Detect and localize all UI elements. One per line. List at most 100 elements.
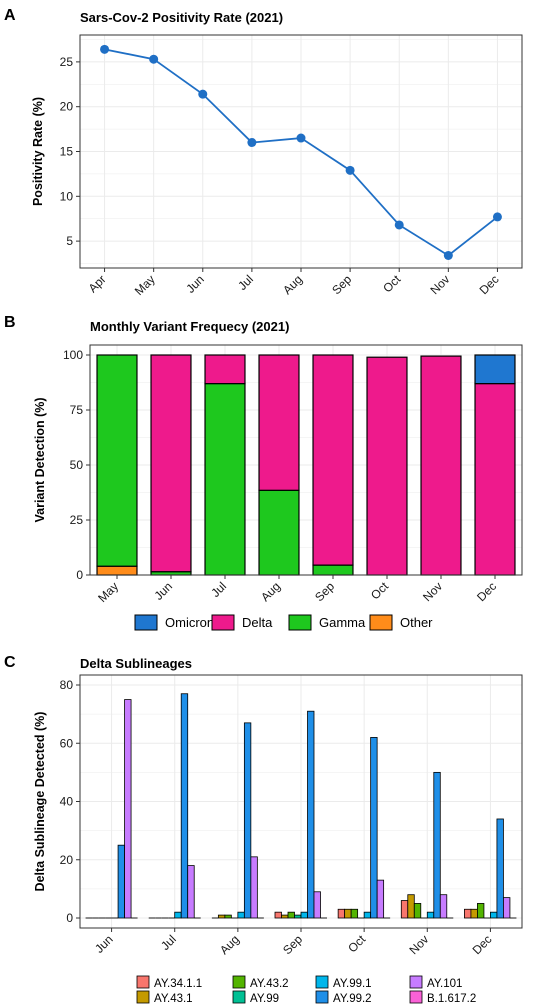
x-tick-label: Aug xyxy=(280,272,305,297)
bar-ay-101-oct xyxy=(376,879,385,919)
data-point-nov xyxy=(443,250,453,260)
bar-ay-99-2-aug xyxy=(243,722,252,919)
legend-label-ay-99-1: AY.99.1 xyxy=(333,978,372,990)
bar-ay-43-2-nov xyxy=(413,903,422,919)
y-tick-label: 50 xyxy=(70,458,84,472)
x-tick-label: Sep xyxy=(312,579,337,604)
y-tick-label: 80 xyxy=(60,678,74,692)
bar-ay-43-1-sep xyxy=(281,914,289,919)
y-tick-label: 25 xyxy=(60,55,74,69)
legend-label-gamma: Gamma xyxy=(319,615,366,630)
bar-delta-aug xyxy=(258,354,300,491)
x-tick-label: Nov xyxy=(420,579,445,604)
x-tick-label: Sep xyxy=(280,932,305,957)
bar-delta-jun xyxy=(150,354,192,573)
legend-key-ay-99-2 xyxy=(315,990,329,1004)
bar-ay-43-1-nov xyxy=(407,894,415,919)
y-tick-label: 5 xyxy=(66,234,73,248)
bar-ay-99-2-oct xyxy=(370,737,378,919)
y-tick-label: 100 xyxy=(63,348,83,362)
legend: Omicron Delta Gamma Other xyxy=(134,614,433,631)
panel-b: B Monthly Variant Frequecy (2021) 0 25 50 75 1… xyxy=(4,314,523,631)
bar-ay-34-1-1-nov xyxy=(400,900,409,919)
y-tick-label: 60 xyxy=(60,736,74,750)
legend-label-ay-43-1: AY.43.1 xyxy=(154,993,193,1005)
bar-ay-43-1-oct xyxy=(344,908,352,919)
data-point-dec xyxy=(492,212,502,222)
bar-ay-99-sep xyxy=(294,914,302,919)
bar-ay-101-aug xyxy=(250,856,258,919)
x-tick-label: Aug xyxy=(217,932,242,957)
chart-title: Delta Sublineages xyxy=(80,656,192,671)
x-tick-label: Nov xyxy=(427,272,452,297)
legend-key-ay-99-1 xyxy=(315,975,329,989)
plot-border xyxy=(89,344,523,576)
x-tick-label: Jun xyxy=(152,579,176,603)
legend-label-ay-99: AY.99 xyxy=(250,993,279,1005)
x-tick-label: Jun xyxy=(92,932,116,956)
bar-ay-99-1-aug xyxy=(237,911,245,919)
y-tick-label: 25 xyxy=(70,513,84,527)
legend-key-ay-43-1 xyxy=(136,990,150,1004)
x-tick-label: Jul xyxy=(158,932,179,953)
chart-title: Monthly Variant Frequecy (2021) xyxy=(90,319,289,334)
bar-ay-101-jul xyxy=(187,865,195,919)
bar-ay-43-1-dec xyxy=(470,908,478,919)
bar-omicron-dec xyxy=(474,354,516,385)
bar-ay-99-1-nov xyxy=(426,911,435,919)
x-tick-label: Dec xyxy=(470,932,495,957)
x-tick-label: Dec xyxy=(477,272,502,297)
y-tick-label: 15 xyxy=(60,145,74,159)
y-tick-label: 40 xyxy=(60,795,74,809)
data-point-oct xyxy=(394,220,404,230)
legend-label-b-1-617-2: B.1.617.2 xyxy=(427,993,476,1005)
x-tick-label: Jun xyxy=(183,272,207,296)
bar-ay-99-1-sep xyxy=(300,911,308,919)
x-tick-label: May xyxy=(95,579,121,605)
bar-gamma-sep xyxy=(312,564,354,576)
data-point-aug xyxy=(296,133,306,143)
bar-gamma-jul xyxy=(204,383,246,576)
data-point-may xyxy=(149,54,159,64)
data-point-sep xyxy=(345,165,355,175)
bar-ay-99-2-jun xyxy=(117,844,125,919)
x-tick-label: Oct xyxy=(345,932,369,956)
bar-ay-34-1-1-oct xyxy=(337,908,346,919)
legend-key-ay-101 xyxy=(409,975,423,989)
bar-ay-43-2-sep xyxy=(287,911,295,919)
bar-delta-oct xyxy=(366,356,408,576)
legend-key-delta xyxy=(211,614,235,631)
bar-ay-101-nov xyxy=(439,894,448,919)
y-axis-title: Positivity Rate (%) xyxy=(31,97,45,206)
legend-label-ay-34-1-1: AY.34.1.1 xyxy=(154,978,202,990)
bar-ay-99-2-nov xyxy=(433,771,441,919)
legend-label-other: Other xyxy=(400,615,433,630)
bar-ay-43-1-aug xyxy=(217,914,226,919)
legend-key-other xyxy=(369,614,393,631)
bar-ay-34-1-1-dec xyxy=(464,908,472,919)
legend-label-omicron: Omicron xyxy=(165,615,214,630)
bar-delta-dec xyxy=(474,383,516,576)
bar-other-may xyxy=(96,565,138,576)
x-tick-label: Jul xyxy=(235,272,256,293)
x-tick-label: Oct xyxy=(380,272,404,296)
panel-letter-c: C xyxy=(4,654,16,671)
y-tick-label: 20 xyxy=(60,100,74,114)
x-tick-label: Nov xyxy=(406,932,431,957)
data-point-apr xyxy=(100,44,110,54)
bar-delta-nov xyxy=(420,355,462,576)
bar-ay-101-sep xyxy=(313,891,321,919)
data-point-jul xyxy=(247,138,257,148)
bar-ay-34-1-1-sep xyxy=(274,911,282,919)
x-tick-label: Oct xyxy=(368,579,392,603)
bar-gamma-aug xyxy=(258,489,300,576)
legend-label-ay-101: AY.101 xyxy=(427,978,462,990)
x-tick-label: May xyxy=(132,272,158,298)
y-tick-label: 10 xyxy=(60,189,74,203)
x-tick-label: Aug xyxy=(258,579,283,604)
y-axis-title: Delta Sublineage Detected (%) xyxy=(33,712,47,892)
panel-a: A Sars-Cov-2 Positivity Rate (2021) 5 10 15 2… xyxy=(4,7,523,298)
legend-key-b-1-617-2 xyxy=(409,990,423,1004)
bar-ay-43-2-dec xyxy=(477,903,485,919)
